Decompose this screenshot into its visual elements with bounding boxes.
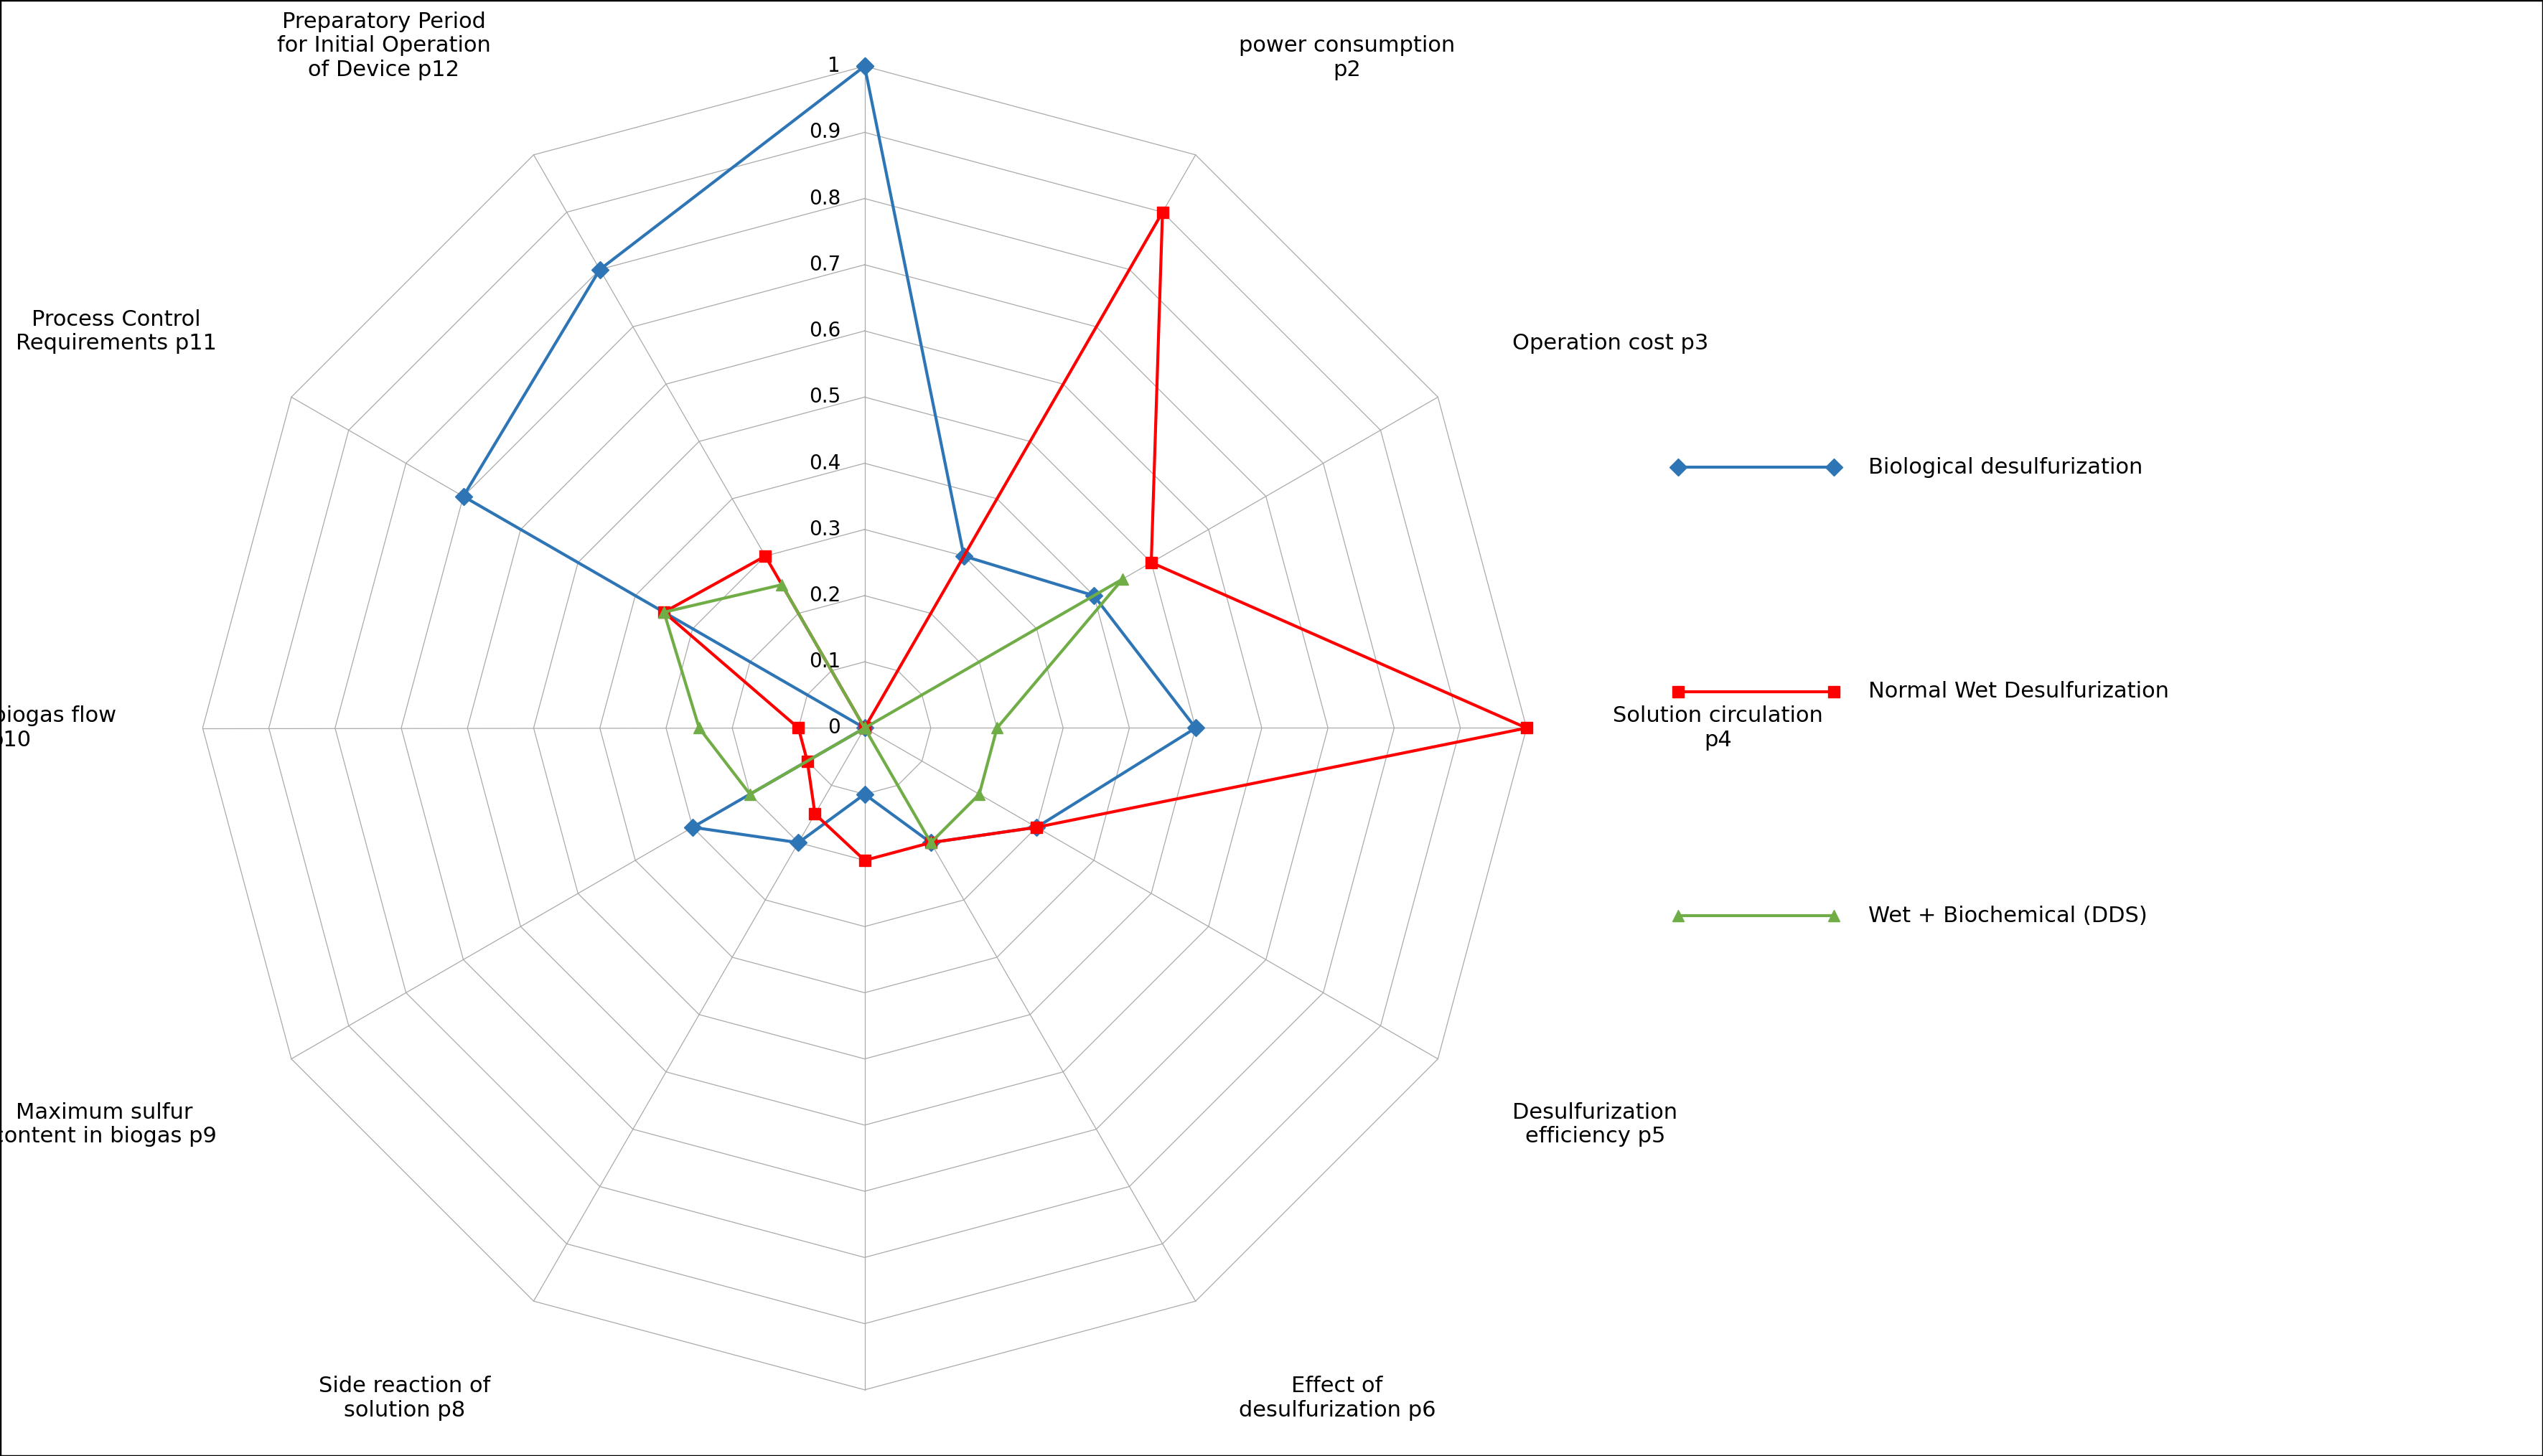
Text: 0.8: 0.8 bbox=[809, 188, 842, 208]
Text: Preparatory Period
for Initial Operation
of Device p12: Preparatory Period for Initial Operation… bbox=[277, 12, 491, 80]
Text: 0.2: 0.2 bbox=[809, 585, 842, 606]
Text: Desulfurization
efficiency p5: Desulfurization efficiency p5 bbox=[1513, 1102, 1678, 1147]
Text: Biological desulfurization: Biological desulfurization bbox=[1869, 457, 2144, 478]
Text: Limit of biogas flow
p10: Limit of biogas flow p10 bbox=[0, 706, 117, 750]
Text: Solution circulation
p4: Solution circulation p4 bbox=[1612, 706, 1823, 750]
Text: 0: 0 bbox=[829, 718, 842, 738]
Text: Wet + Biochemical (DDS): Wet + Biochemical (DDS) bbox=[1869, 906, 2149, 926]
Text: Maximum sulfur
content in biogas p9: Maximum sulfur content in biogas p9 bbox=[0, 1102, 216, 1147]
Text: Side reaction of
solution p8: Side reaction of solution p8 bbox=[318, 1376, 491, 1421]
Text: 0.3: 0.3 bbox=[809, 520, 842, 540]
Text: 0.6: 0.6 bbox=[809, 320, 842, 341]
Text: power consumption
p2: power consumption p2 bbox=[1238, 35, 1455, 80]
Text: 1: 1 bbox=[829, 57, 842, 76]
Text: 0.5: 0.5 bbox=[809, 387, 842, 408]
Text: 0.7: 0.7 bbox=[809, 255, 842, 275]
Text: Normal Wet Desulfurization: Normal Wet Desulfurization bbox=[1869, 681, 2169, 702]
Text: 0.9: 0.9 bbox=[809, 122, 842, 143]
Text: Process Control
Requirements p11: Process Control Requirements p11 bbox=[15, 309, 216, 354]
Text: Effect of
desulfurization p6: Effect of desulfurization p6 bbox=[1238, 1376, 1437, 1421]
Text: 0.1: 0.1 bbox=[809, 652, 842, 671]
Text: Operation cost p3: Operation cost p3 bbox=[1513, 333, 1709, 354]
Text: 0.4: 0.4 bbox=[809, 453, 842, 473]
